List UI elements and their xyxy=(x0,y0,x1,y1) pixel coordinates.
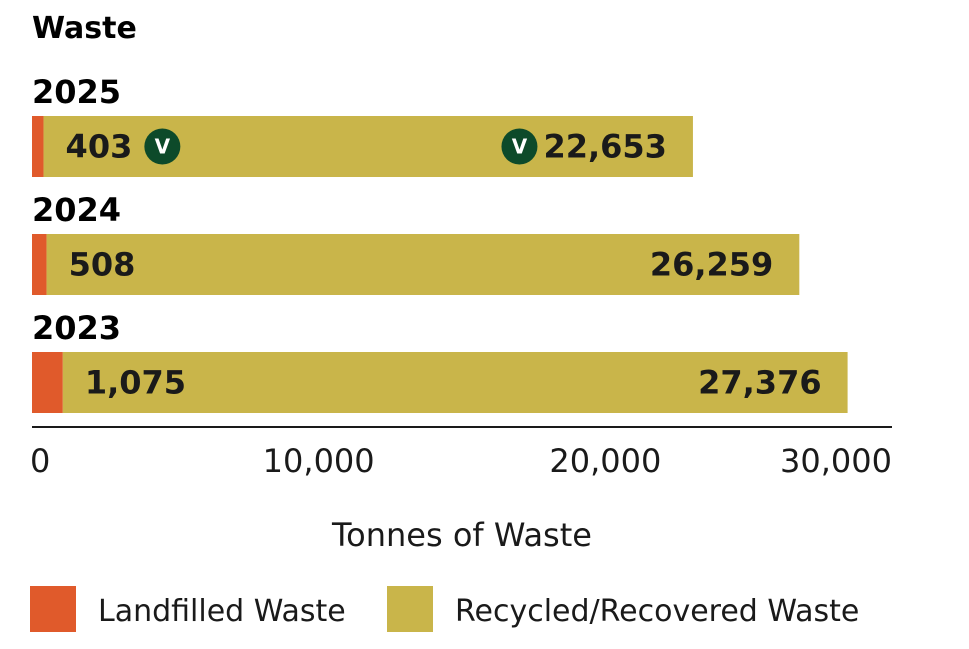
x-tick-label-10,000: 10,000 xyxy=(263,442,375,480)
year-label-2024: 2024 xyxy=(32,191,121,229)
data-label-recycled-2025: 22,653 xyxy=(543,128,666,166)
bar-landfilled-2023 xyxy=(32,352,63,413)
bar-landfilled-2025 xyxy=(32,116,44,177)
x-tick-label-0: 0 xyxy=(30,442,50,480)
verified-badge-landfilled-2025-circle xyxy=(144,128,181,165)
x-tick-label-30,000: 30,000 xyxy=(780,442,892,480)
legend-swatch-recycled xyxy=(387,586,433,632)
legend: Landfilled Waste Recycled/Recovered Waste xyxy=(30,586,859,632)
x-axis-ticks: 0 10,000 20,000 30,000 xyxy=(30,442,892,480)
data-label-landfilled-2023: 1,075 xyxy=(85,364,186,402)
x-tick-label-20,000: 20,000 xyxy=(549,442,661,480)
verified-badge-landfilled-2025: V xyxy=(144,128,181,165)
bar-recycled-2024 xyxy=(46,234,800,295)
bar-recycled-2023 xyxy=(62,352,848,413)
bars-group: 2025 403 22,653 V V 2024 508 26,259 2023 1,075 27,… xyxy=(32,73,848,413)
verified-badge-landfilled-2025-text: V xyxy=(155,135,171,159)
legend-label-recycled: Recycled/Recovered Waste xyxy=(455,594,859,629)
data-label-landfilled-2025: 403 xyxy=(66,128,133,166)
bar-landfilled-2024 xyxy=(32,234,47,295)
chart-title: Waste xyxy=(32,11,137,46)
year-label-2023: 2023 xyxy=(32,309,121,347)
legend-swatch-landfilled xyxy=(30,586,76,632)
x-axis-label: Tonnes of Waste xyxy=(331,516,592,554)
verified-badge-recycled-2025: V xyxy=(501,128,538,165)
data-label-recycled-2024: 26,259 xyxy=(650,246,773,284)
verified-badge-recycled-2025-circle xyxy=(501,128,538,165)
year-label-2025: 2025 xyxy=(32,73,121,111)
data-label-landfilled-2024: 508 xyxy=(69,246,136,284)
data-label-recycled-2023: 27,376 xyxy=(698,364,821,402)
verified-badge-recycled-2025-text: V xyxy=(512,135,528,159)
legend-label-landfilled: Landfilled Waste xyxy=(98,594,346,629)
